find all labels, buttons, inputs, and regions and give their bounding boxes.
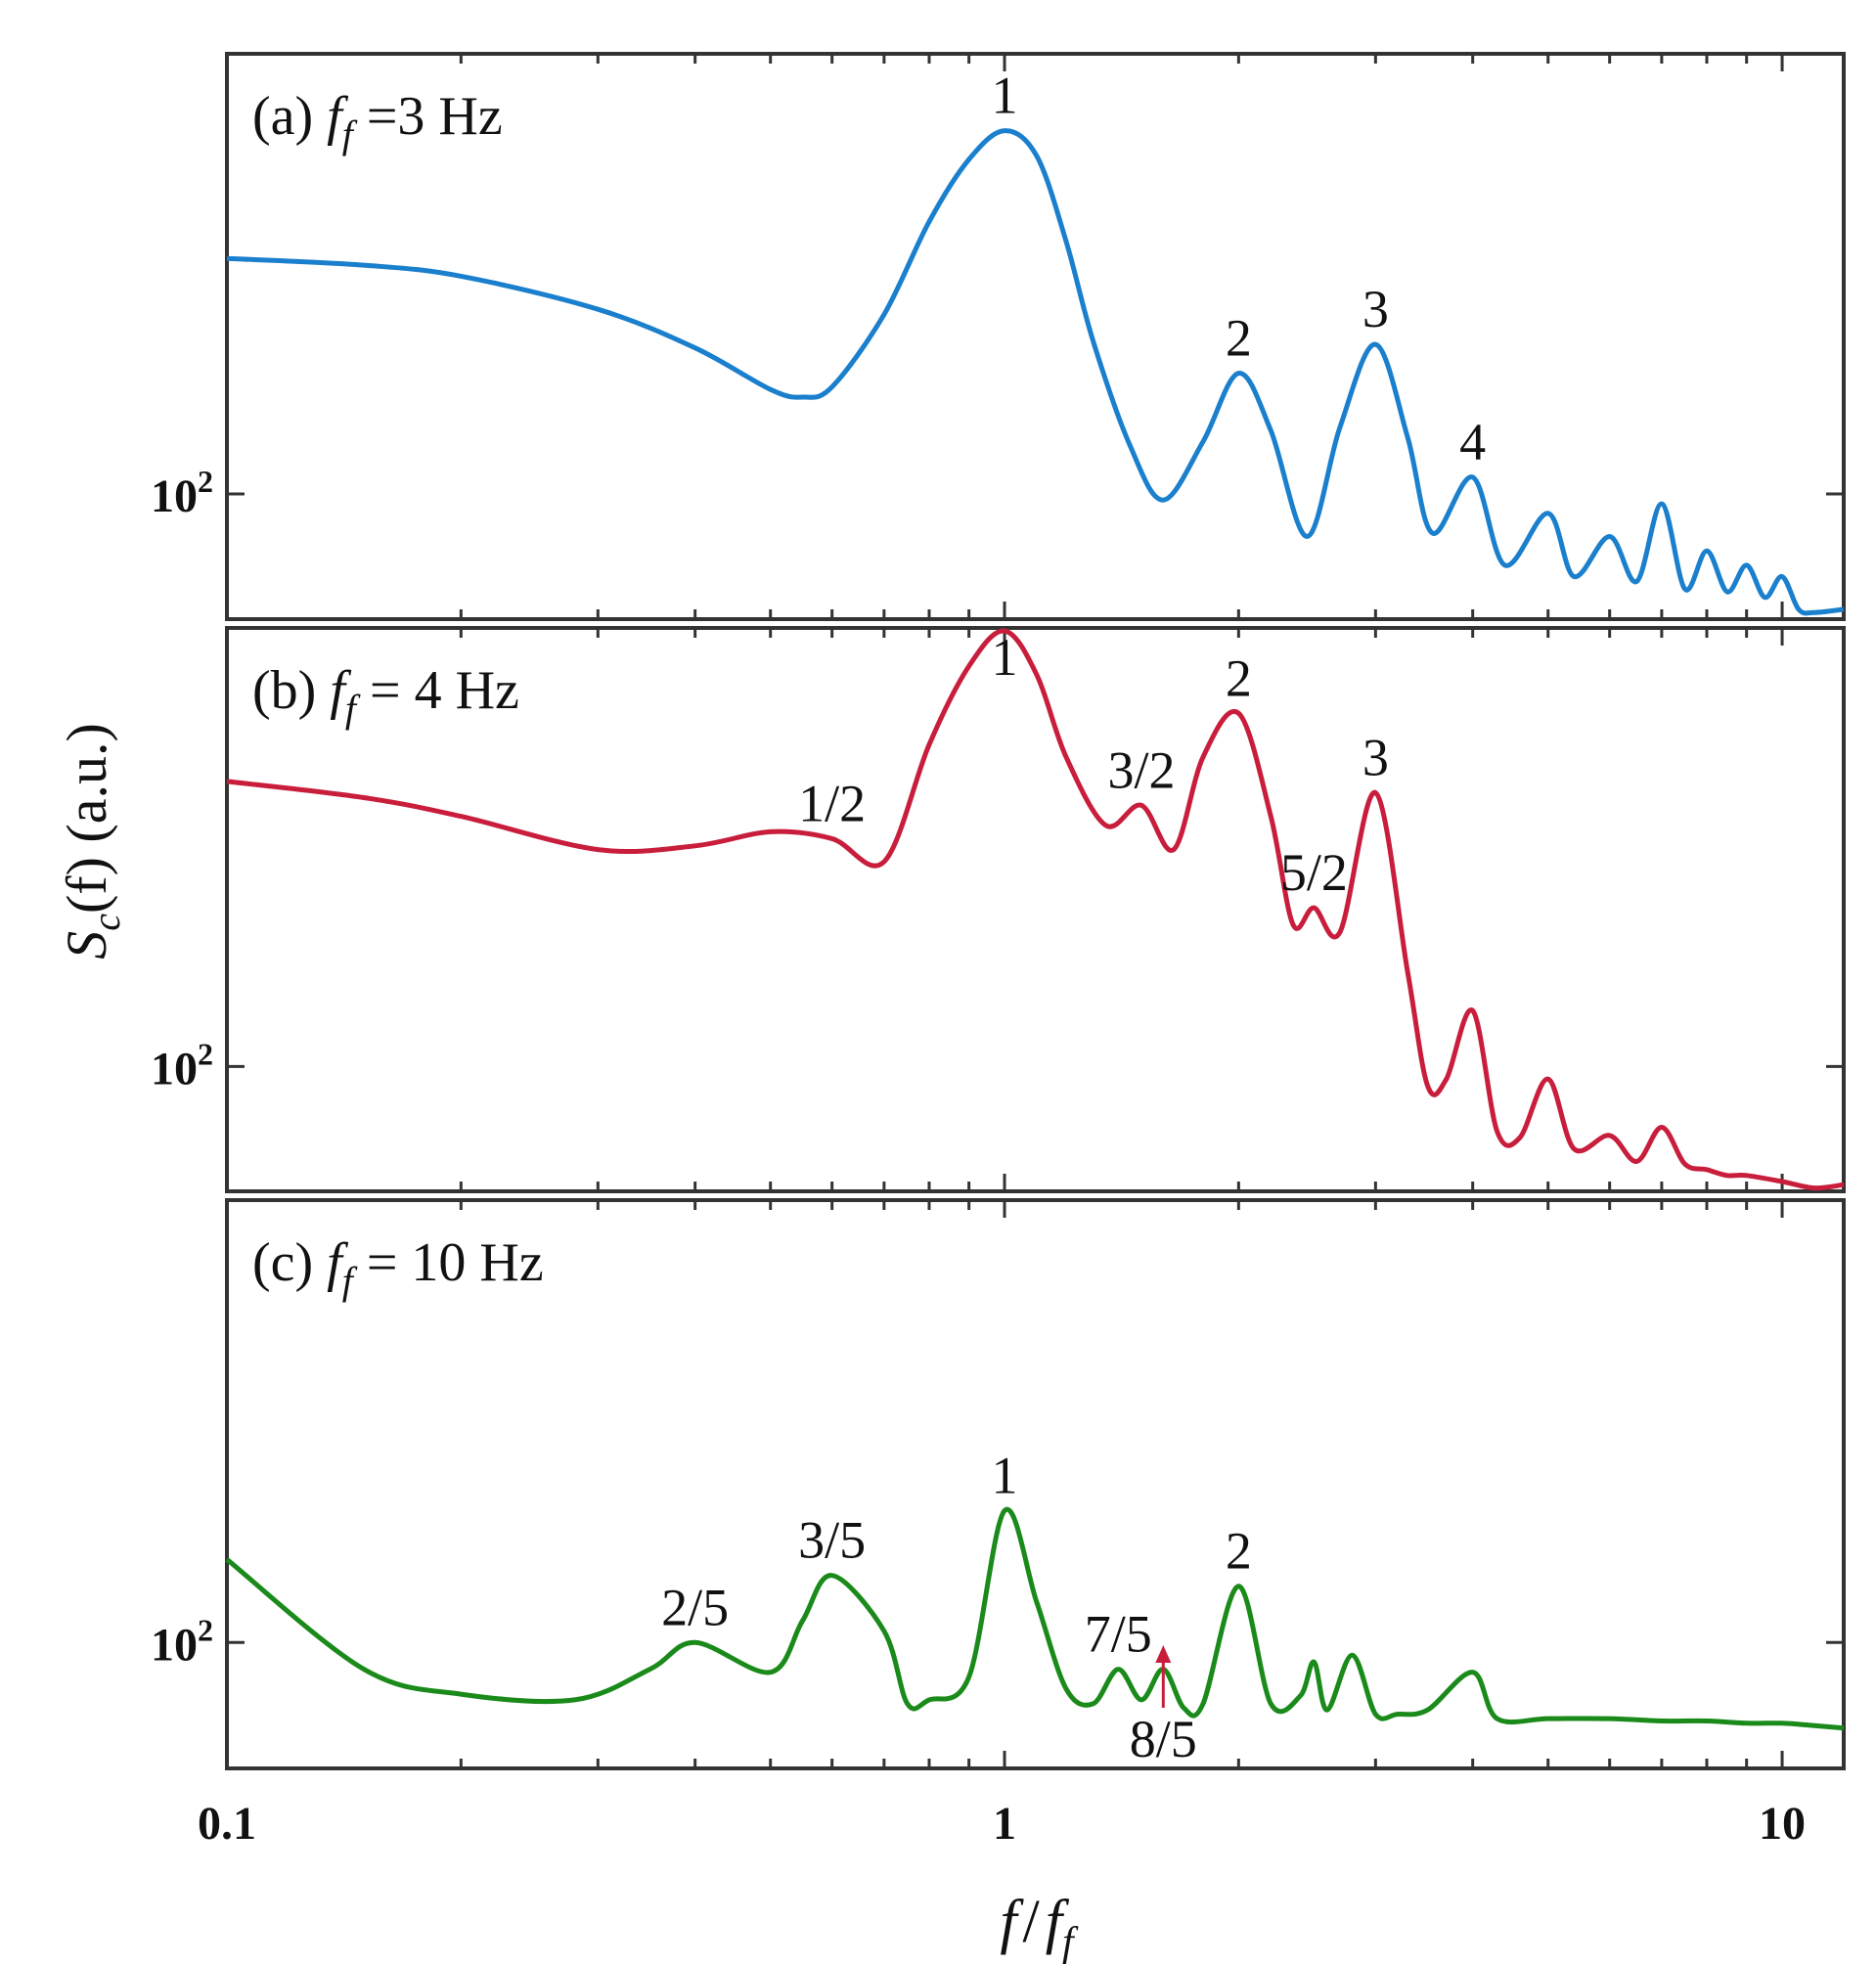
- panel-a: 102 (a) ff =3 Hz 1 2 3 4: [151, 52, 1846, 621]
- peak-label: 2: [1226, 648, 1252, 707]
- series-line-a: [226, 128, 1845, 616]
- series-line-b: [226, 628, 1845, 1191]
- x-tick-label: 1: [993, 1798, 1016, 1850]
- peak-label: 3: [1362, 729, 1389, 787]
- panel-b: 102 (b) ff = 4 Hz 1/2 1 3/2 2 5/23: [151, 626, 1846, 1193]
- peak-label: 2: [1226, 309, 1252, 368]
- x-tick-label: 10: [1759, 1798, 1806, 1850]
- peak-label: 1/2: [798, 774, 866, 832]
- peak-label: 1: [992, 1447, 1018, 1505]
- peak-label: 1: [992, 628, 1018, 687]
- panel-label-a: (a) ff =3 Hz: [252, 86, 503, 156]
- panel-a-frame: [225, 52, 1846, 621]
- peak-label: 3/2: [1108, 740, 1176, 799]
- y-tick-label: 102: [151, 1612, 213, 1671]
- x-tick-labels: 0.1 1 10: [198, 1798, 1806, 1850]
- panel-label-b: (b) ff = 4 Hz: [252, 660, 519, 731]
- peak-label: 2: [1226, 1522, 1252, 1581]
- x-axis-label: f/ff: [1000, 1889, 1079, 1965]
- panel-c-frame: [225, 1198, 1846, 1770]
- peak-label: 7/5: [1085, 1605, 1152, 1664]
- peak-label: 1: [992, 67, 1018, 125]
- y-axis-label: Sc(f) (a.u.): [55, 723, 128, 960]
- series-line-c: [225, 1506, 1845, 1731]
- peak-label: 3/5: [798, 1511, 866, 1570]
- peak-label: 2/5: [661, 1578, 729, 1636]
- y-tick-label: 102: [151, 1036, 213, 1094]
- arrow-head: [1155, 1645, 1172, 1663]
- y-tick-label: 102: [151, 464, 213, 522]
- arrow-label: 8/5: [1130, 1710, 1197, 1768]
- panel-label-c: (c) ff = 10 Hz: [252, 1232, 544, 1303]
- peak-label: 4: [1459, 413, 1486, 471]
- peak-label: 5/2: [1280, 843, 1348, 902]
- peak-label: 3: [1362, 280, 1389, 338]
- x-tick-label: 0.1: [198, 1798, 256, 1850]
- panel-b-frame: [225, 626, 1846, 1193]
- panel-c: 102 (c) ff = 10 Hz 2/5 3/5 1 7/5 2 8/5: [151, 1198, 1846, 1770]
